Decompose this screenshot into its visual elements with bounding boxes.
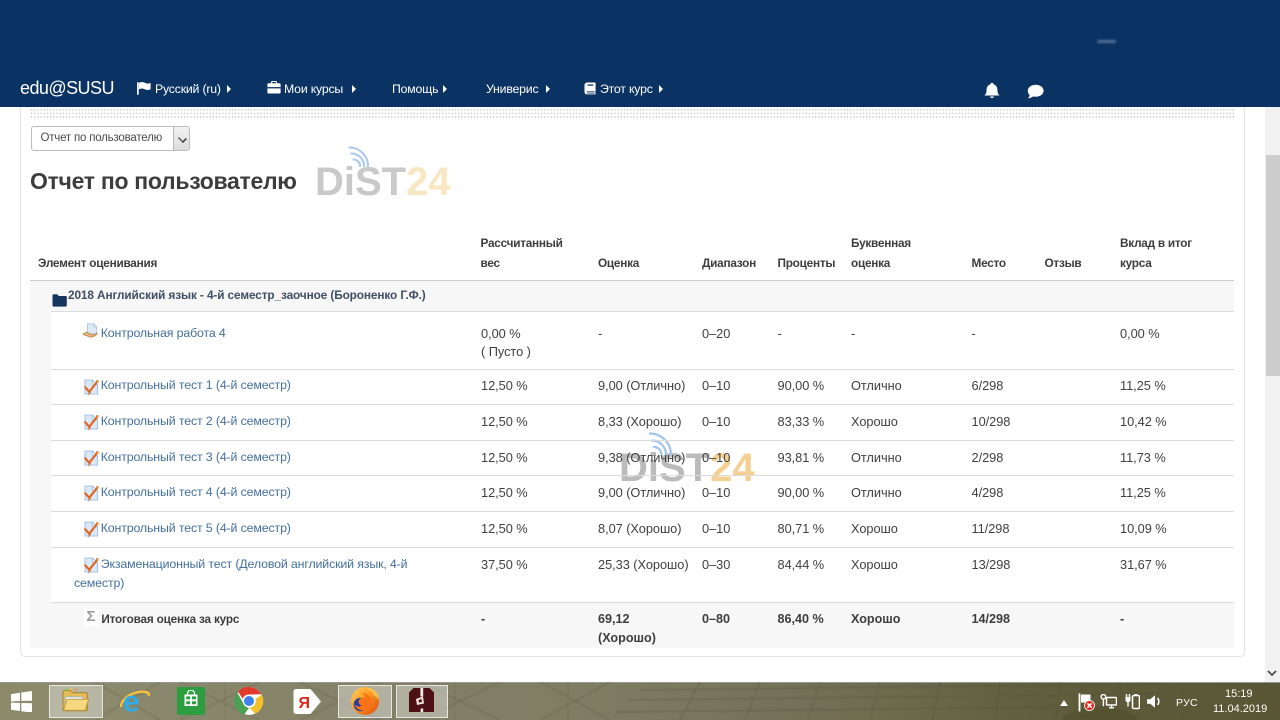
svg-text:Я: Я <box>299 695 311 712</box>
svg-text:e: e <box>123 686 140 716</box>
